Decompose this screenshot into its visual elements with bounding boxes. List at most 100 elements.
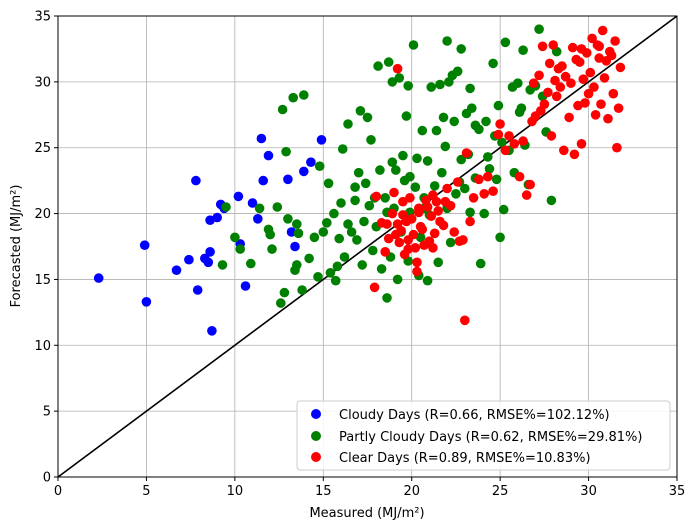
data-point-partly-cloudy [467, 103, 477, 113]
data-point-clear [615, 62, 626, 73]
data-point-partly-cloudy [352, 235, 362, 245]
data-point-clear [408, 229, 419, 240]
data-point-clear [452, 177, 463, 187]
data-point-clear [610, 36, 620, 46]
data-point-clear [578, 74, 589, 84]
data-point-clear [564, 112, 574, 123]
data-point-partly-cloudy [380, 193, 391, 203]
y-tick-label: 10 [34, 339, 51, 354]
data-point-partly-cloudy [276, 298, 286, 308]
data-point-partly-cloudy [318, 227, 329, 237]
data-point-clear [589, 82, 599, 92]
data-point-partly-cloudy [329, 208, 339, 219]
data-point-partly-cloudy [401, 111, 412, 121]
data-point-partly-cloudy [360, 178, 371, 189]
data-point-clear [521, 190, 532, 200]
data-point-partly-cloudy [518, 45, 528, 55]
data-point-partly-cloudy [217, 260, 228, 270]
data-point-partly-cloudy [343, 119, 353, 129]
data-point-partly-cloudy [230, 232, 240, 243]
data-point-clear [613, 103, 624, 113]
data-point-partly-cloudy [493, 100, 504, 111]
data-point-partly-cloudy [283, 214, 293, 224]
data-point-clear [371, 191, 382, 202]
data-point-clear [539, 99, 550, 109]
data-point-partly-cloudy [460, 183, 470, 194]
data-point-clear [422, 202, 433, 212]
data-point-partly-cloudy [387, 77, 398, 87]
data-point-cloudy [316, 135, 327, 145]
data-point-cloudy [252, 214, 263, 224]
data-point-partly-cloudy [265, 229, 276, 240]
data-point-partly-cloudy [426, 82, 437, 92]
data-point-partly-cloudy [359, 216, 369, 227]
data-point-clear [597, 25, 608, 36]
data-point-partly-cloudy [437, 167, 447, 178]
data-point-cloudy [203, 257, 214, 268]
data-point-clear [560, 71, 571, 82]
data-point-partly-cloudy [376, 264, 387, 274]
data-point-partly-cloudy [403, 81, 414, 91]
data-point-clear [474, 174, 484, 185]
data-point-clear [534, 70, 544, 81]
data-point-partly-cloudy [498, 204, 509, 215]
data-point-partly-cloudy [279, 287, 290, 298]
data-point-partly-cloudy [470, 120, 481, 131]
data-point-clear [493, 129, 504, 140]
data-point-partly-cloudy [481, 116, 491, 127]
data-point-clear [406, 214, 417, 224]
data-point-clear [454, 236, 465, 246]
legend-label-clear: Clear Days (R=0.89, RMSE%=10.83%) [339, 451, 591, 466]
data-point-cloudy [290, 241, 300, 252]
data-point-partly-cloudy [391, 165, 401, 175]
data-point-partly-cloudy [288, 92, 299, 103]
y-axis-ticks: 0 5 10 15 20 25 30 35 [34, 10, 58, 486]
data-point-clear [468, 193, 479, 203]
data-point-clear [612, 142, 622, 153]
data-point-partly-cloudy [451, 189, 461, 199]
y-tick-label: 30 [34, 75, 51, 90]
x-tick-label: 15 [315, 484, 332, 499]
data-point-partly-cloudy [405, 171, 415, 182]
data-point-partly-cloudy [444, 77, 454, 87]
data-point-clear [594, 41, 604, 52]
data-point-clear [440, 196, 451, 207]
data-point-clear [429, 228, 440, 239]
data-point-partly-cloudy [452, 66, 463, 77]
x-tick-label: 30 [580, 484, 597, 499]
data-point-clear [559, 145, 569, 156]
data-point-clear [504, 131, 514, 141]
data-point-clear [426, 211, 437, 221]
data-point-partly-cloudy [442, 36, 452, 46]
data-point-clear [596, 99, 606, 109]
data-point-clear [514, 171, 525, 182]
data-point-partly-cloudy [438, 112, 449, 123]
data-point-clear [382, 219, 392, 229]
y-tick-label: 0 [43, 471, 51, 486]
data-point-partly-cloudy [350, 182, 360, 192]
data-point-partly-cloudy [368, 245, 378, 256]
data-point-clear [525, 179, 535, 190]
data-point-partly-cloudy [267, 244, 277, 254]
data-point-partly-cloudy [422, 275, 433, 286]
data-point-partly-cloudy [366, 135, 376, 145]
data-point-partly-cloudy [412, 153, 422, 164]
legend: Cloudy Days (R=0.66, RMSE%=102.12%) Part… [296, 400, 671, 471]
data-point-partly-cloudy [322, 218, 332, 228]
data-point-partly-cloudy [304, 253, 314, 264]
data-point-clear [405, 193, 415, 203]
data-point-clear [387, 208, 398, 219]
data-point-partly-cloudy [516, 103, 527, 113]
data-point-clear [576, 44, 587, 54]
data-point-partly-cloudy [254, 203, 265, 214]
data-point-partly-cloudy [534, 24, 544, 34]
data-point-clear [449, 227, 460, 237]
data-point-clear [528, 78, 539, 88]
data-point-clear [548, 40, 558, 50]
data-point-partly-cloudy [297, 285, 307, 295]
legend-frame [296, 400, 671, 471]
data-point-partly-cloudy [488, 58, 498, 69]
data-point-partly-cloudy [334, 233, 345, 244]
data-point-partly-cloudy [546, 195, 557, 206]
